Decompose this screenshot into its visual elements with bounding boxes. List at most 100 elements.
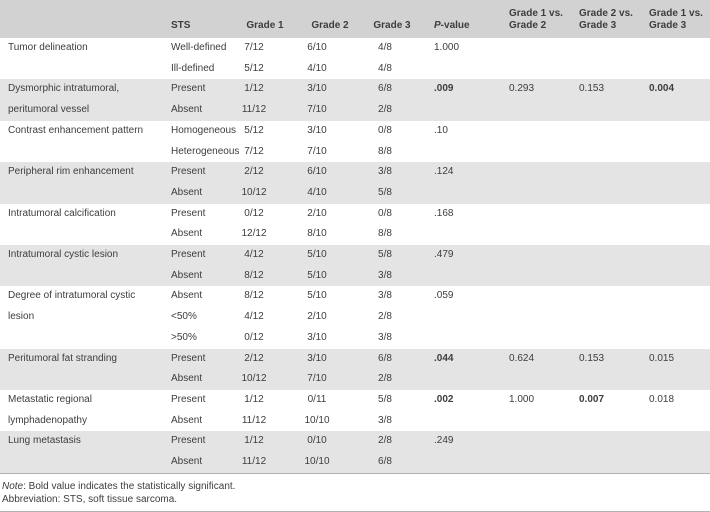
grade3-value: 3/8: [378, 331, 392, 343]
table-header-row: STS Grade 1 Grade 2 Grade 3 P-value Grad…: [0, 0, 710, 38]
grade1-value: 8/12: [244, 290, 264, 302]
pairwise-grade2-vs-grade3: [574, 142, 644, 163]
header-grade1: Grade 1: [246, 20, 284, 31]
grade1-value: 5/12: [244, 124, 264, 136]
pairwise-grade1-vs-grade3: 0.004: [649, 83, 675, 95]
grade3-value: 2/8: [378, 373, 392, 385]
grade2-value: 5/10: [307, 269, 327, 281]
p-value: 1.000: [434, 42, 460, 53]
grade2-value: 10/10: [304, 414, 330, 426]
pairwise-grade1-vs-grade3: [644, 328, 710, 349]
grade2-value: 4/10: [307, 62, 327, 74]
sts-category-value: Absent: [171, 228, 203, 240]
header-sts: STS: [171, 20, 191, 31]
grade1-value: 11/12: [241, 414, 267, 426]
sts-category-value: >50%: [171, 331, 197, 343]
grade3-value: 6/8: [378, 456, 392, 468]
sts-category-value: Absent: [171, 269, 203, 281]
sts-category-value: Homogeneous: [171, 124, 237, 136]
pairwise-grade1-vs-grade2: [504, 183, 574, 204]
grade1-value: 1/12: [244, 435, 264, 447]
pairwise-grade1-vs-grade3: [644, 224, 710, 245]
pairwise-grade1-vs-grade2: [504, 38, 574, 59]
p-italic-letter: P: [434, 20, 441, 31]
pairwise-grade2-vs-grade3: [574, 452, 644, 473]
p-value: .10: [434, 124, 448, 136]
grade2-value: 3/10: [307, 83, 327, 95]
p-value: .059: [434, 290, 454, 302]
grade2-value: 7/10: [307, 145, 327, 157]
feature-group: Contrast enhancement pattern Homogeneous 5…: [0, 121, 710, 162]
pairwise-grade2-vs-grade3: [574, 38, 644, 59]
grade2-value: 0/11: [307, 393, 327, 405]
sts-category-value: Well-defined: [171, 42, 227, 53]
feature-label: Degree of intratumoral cystic lesion: [8, 290, 136, 323]
sts-category-value: Present: [171, 352, 206, 364]
table-notes: Note: Bold value indicates the statistic…: [0, 472, 710, 512]
grade1-value: 7/12: [244, 145, 264, 157]
p-value: [424, 59, 504, 80]
grade2-value: 2/10: [307, 207, 327, 219]
grade2-value: 8/10: [307, 228, 327, 240]
pairwise-grade2-vs-grade3: [574, 204, 644, 225]
grade2-value: 6/10: [307, 166, 327, 178]
grade1-value: 0/12: [244, 207, 264, 219]
header-grade1-vs-grade3: Grade 1 vs. Grade 3: [649, 8, 703, 31]
p-value: [424, 328, 504, 349]
grade2-value: 7/10: [307, 104, 327, 116]
feature-group: Dysmorphic intratumoral, peritumoral ves…: [0, 79, 710, 121]
p-value: .124: [434, 166, 454, 178]
grade3-value: 3/8: [378, 166, 392, 178]
grade3-value: 0/8: [378, 124, 392, 136]
pairwise-grade2-vs-grade3: [574, 162, 644, 183]
grade3-value: 2/8: [378, 435, 392, 447]
pairwise-grade1-vs-grade2: [504, 452, 574, 473]
p-value: [424, 307, 504, 328]
pairwise-grade2-vs-grade3: [574, 121, 644, 142]
pairwise-grade2-vs-grade3: 0.153: [579, 352, 605, 364]
note-abbreviation: Abbreviation: STS, soft tissue sarcoma.: [2, 493, 178, 505]
feature-label: Metastatic regional lymphadenopathy: [8, 393, 92, 426]
sts-category-value: Heterogeneous: [171, 145, 240, 157]
sts-category-value: <50%: [171, 311, 197, 323]
grade1-value: 7/12: [244, 42, 264, 53]
pairwise-grade2-vs-grade3: [574, 369, 644, 390]
note-text: : Bold value indicates the statistically…: [23, 480, 236, 492]
grade2-value: 0/10: [307, 435, 327, 447]
pairwise-grade1-vs-grade2: [504, 286, 574, 307]
pairwise-grade1-vs-grade3: [644, 411, 710, 432]
grade1-value: 10/12: [241, 373, 267, 385]
pairwise-grade2-vs-grade3: [574, 411, 644, 432]
header-grade2: Grade 2: [311, 20, 349, 31]
pairwise-grade1-vs-grade2: [504, 328, 574, 349]
p-value: .249: [434, 435, 454, 447]
feature-group: Peritumoral fat stranding Present 2/12 3/10…: [0, 348, 710, 390]
grade1-value: 8/12: [244, 269, 264, 281]
p-value: .009: [434, 83, 454, 95]
grade1-value: 4/12: [244, 249, 264, 261]
p-value: [424, 369, 504, 390]
sts-category-value: Absent: [171, 373, 203, 385]
feature-group: Metastatic regional lymphadenopathy Prese…: [0, 390, 710, 431]
pairwise-grade2-vs-grade3: [574, 183, 644, 204]
pairwise-grade1-vs-grade2: 1.000: [509, 393, 535, 405]
note-significance: Note: Bold value indicates the statistic…: [2, 480, 710, 493]
grade1-value: 5/12: [244, 62, 264, 74]
pairwise-grade1-vs-grade3: 0.018: [649, 393, 675, 405]
grade2-value: 2/10: [307, 311, 327, 323]
sts-category-value: Absent: [171, 104, 203, 116]
grade3-value: 4/8: [378, 42, 392, 53]
p-value: [424, 452, 504, 473]
grade1-value: 1/12: [244, 393, 264, 405]
feature-label: Tumor delineation: [8, 42, 88, 53]
p-value: [424, 224, 504, 245]
grade3-value: 0/8: [378, 207, 392, 219]
feature-label: Peritumoral fat stranding: [8, 352, 117, 364]
feature-group: Lung metastasis Present 1/12 0/10 2/8 .249 Abs…: [0, 431, 710, 473]
p-value: .168: [434, 207, 454, 219]
grade1-value: 4/12: [244, 311, 264, 323]
grade2-value: 4/10: [307, 186, 327, 198]
table-body: Tumor delineation Well-defined 7/12 6/10 4/8…: [0, 38, 710, 473]
sts-category-value: Absent: [171, 186, 203, 198]
